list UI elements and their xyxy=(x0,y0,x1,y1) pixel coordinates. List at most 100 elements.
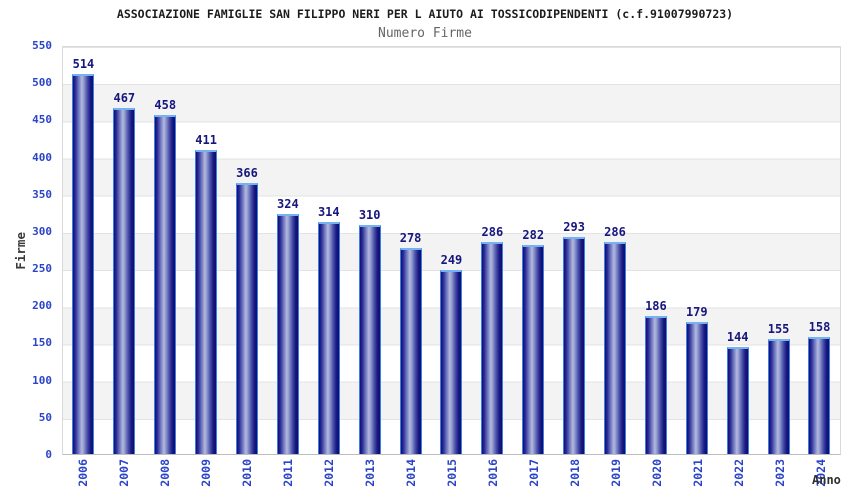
x-tick-cell: 2010 xyxy=(226,459,267,499)
y-tick-label: 0 xyxy=(45,448,52,461)
y-tick-label: 200 xyxy=(32,299,52,313)
bar xyxy=(154,115,177,454)
x-tick-label: 2007 xyxy=(116,459,131,487)
bar xyxy=(604,242,627,454)
x-tick-label: 2019 xyxy=(608,459,623,487)
bar-value-label: 310 xyxy=(358,207,381,222)
bars-container: 514 467 458 411 366 324 314 310 278 249 286 282 293 2… xyxy=(63,47,840,454)
bar-group-2010: 366 xyxy=(227,47,268,454)
x-tick-cell: 2014 xyxy=(390,459,431,499)
bar-group-2016: 286 xyxy=(472,47,513,454)
bar-group-2015: 249 xyxy=(431,47,472,454)
bar-group-2021: 179 xyxy=(676,47,717,454)
x-tick-label: 2023 xyxy=(772,459,787,487)
bar xyxy=(726,347,749,454)
bar-value-label: 458 xyxy=(154,98,177,113)
bar xyxy=(358,224,381,454)
bar-value-label: 366 xyxy=(236,166,258,181)
bar xyxy=(685,321,708,454)
bar xyxy=(481,242,504,454)
bar-group-2012: 314 xyxy=(308,47,349,454)
y-tick-label: 50 xyxy=(38,410,52,424)
bar-group-2020: 186 xyxy=(635,47,676,454)
bar xyxy=(276,214,299,454)
bar xyxy=(113,108,136,454)
x-tick-label: 2020 xyxy=(649,459,664,487)
bar xyxy=(563,237,586,454)
bar-group-2017: 282 xyxy=(513,47,554,454)
bar xyxy=(808,337,831,454)
y-tick-label: 150 xyxy=(32,336,52,350)
x-tick-cell: 2018 xyxy=(554,459,595,499)
bar xyxy=(72,73,95,454)
bar-value-label: 186 xyxy=(645,299,667,314)
bar-value-label: 314 xyxy=(317,204,340,219)
bar-value-label: 286 xyxy=(481,225,504,240)
x-tick-label: 2013 xyxy=(362,459,377,487)
x-tick-cell: 2012 xyxy=(308,459,349,499)
x-tick-cell: 2017 xyxy=(513,459,554,499)
x-tick-label: 2022 xyxy=(731,459,746,487)
x-tick-cell: 2022 xyxy=(718,459,759,499)
x-tick-cell: 2007 xyxy=(103,459,144,499)
bar-group-2007: 467 xyxy=(104,47,145,454)
bar-value-label: 286 xyxy=(604,225,626,240)
bar-group-2018: 293 xyxy=(554,47,595,454)
bar-value-label: 179 xyxy=(685,304,708,319)
bar-value-label: 155 xyxy=(767,322,790,337)
bar xyxy=(767,339,790,454)
bar-value-label: 144 xyxy=(726,330,749,345)
x-tick-label: 2017 xyxy=(526,459,541,487)
bar-group-2022: 144 xyxy=(717,47,758,454)
chart-subtitle: Numero Firme xyxy=(378,26,472,41)
bar xyxy=(522,245,545,454)
bar-group-2013: 310 xyxy=(349,47,390,454)
x-tick-cell: 2006 xyxy=(62,459,103,499)
y-tick-label: 400 xyxy=(32,150,52,164)
bar-group-2014: 278 xyxy=(390,47,431,454)
x-tick-label: 2008 xyxy=(157,459,172,487)
x-tick-label: 2012 xyxy=(321,459,336,487)
x-tick-cell: 2008 xyxy=(144,459,185,499)
x-tick-cell: 2015 xyxy=(431,459,472,499)
x-tick-cell: 2020 xyxy=(636,459,677,499)
x-tick-label: 2006 xyxy=(75,459,90,487)
plot-area: 514 467 458 411 366 324 314 310 278 249 286 282 293 2… xyxy=(62,46,841,455)
bar xyxy=(644,316,667,454)
y-tick-label: 550 xyxy=(32,39,52,52)
y-tick-label: 300 xyxy=(32,224,52,238)
x-tick-label: 2011 xyxy=(280,459,295,487)
bar xyxy=(440,269,463,454)
bar xyxy=(317,221,340,454)
x-tick-label: 2010 xyxy=(239,459,254,487)
bar xyxy=(236,183,258,454)
bar-group-2011: 324 xyxy=(267,47,308,454)
bar-value-label: 158 xyxy=(808,320,831,335)
y-axis-title-text: Firme xyxy=(12,231,28,270)
bar-group-2019: 286 xyxy=(595,47,636,454)
bar-group-2023: 155 xyxy=(758,47,799,454)
bar-value-label: 282 xyxy=(522,228,545,243)
y-axis-title: Firme xyxy=(12,46,28,455)
x-tick-cell: 2023 xyxy=(759,459,800,499)
y-axis-ticks: 550 500 450 400 350 300 250 200 150 100 50 0 xyxy=(0,39,62,461)
x-axis-ticks: 2006 2007 2008 2009 2010 2011 2012 2013 2014 2015… xyxy=(62,459,841,499)
x-tick-cell: 2016 xyxy=(472,459,513,499)
x-tick-cell: 2009 xyxy=(185,459,226,499)
x-tick-cell: 2013 xyxy=(349,459,390,499)
bar-value-label: 249 xyxy=(440,252,463,267)
x-tick-cell: 2021 xyxy=(677,459,718,499)
y-tick-label: 350 xyxy=(32,187,52,201)
x-tick-label: 2016 xyxy=(485,459,500,487)
x-tick-cell: 2011 xyxy=(267,459,308,499)
bar-value-label: 514 xyxy=(72,56,95,71)
x-tick-label: 2021 xyxy=(690,459,705,487)
y-tick-label: 250 xyxy=(32,262,52,276)
bar-group-2009: 411 xyxy=(186,47,227,454)
bar-group-2024: 158 xyxy=(799,47,840,454)
bar-value-label: 293 xyxy=(563,220,585,235)
y-tick-label: 100 xyxy=(32,373,52,387)
bar xyxy=(399,248,422,454)
x-tick-label: 2009 xyxy=(198,459,213,487)
